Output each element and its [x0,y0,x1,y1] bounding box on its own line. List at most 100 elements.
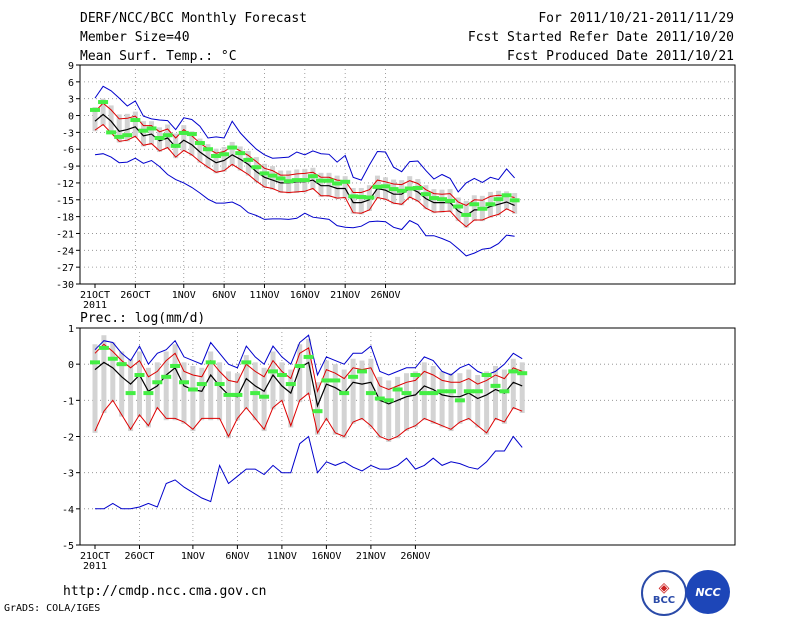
x-tick-label: 11NOV [249,290,279,301]
spread-bar [197,138,203,163]
spread-bar [332,364,338,435]
x-tick-label: 6NOV [212,290,236,301]
x-tick-label: 1NOV [181,551,205,562]
spread-bar [334,175,340,200]
ncc-logo-text: NCC [695,585,721,599]
bcc-logo-text: BCC [652,594,676,606]
spread-bar [404,373,409,432]
y-tick-label: -6 [62,145,74,156]
spread-bar [326,172,332,197]
y-tick-label: -9 [62,162,74,173]
y-tick-label: -18 [56,213,74,224]
spread-bar [377,376,383,439]
forecast-produced-date: Fcst Produced Date 2011/10/21 [507,49,734,64]
bcc-logo: ◈ BCC [641,570,687,616]
y-tick-label: 0 [68,112,74,123]
envelope-line [94,102,515,206]
spread-bar [279,362,285,403]
spread-bar [100,98,106,126]
y-tick-label: -24 [56,246,74,257]
spread-bar [318,172,324,197]
y-tick-label: -27 [56,263,74,274]
ncc-logo: NCC [686,570,730,614]
envelope-line [94,343,523,394]
x-year-label: 2011 [83,561,107,572]
y-tick-label: -3 [62,469,74,480]
y-tick-label: 6 [68,78,74,89]
y-tick-label: -30 [56,280,74,291]
temp-panel-title: Mean Surf. Temp.: °C [80,49,237,64]
spread-bar [226,371,231,439]
spread-bar [350,358,356,424]
precip-panel-title: Prec.: log(mm/d) [80,311,206,326]
spread-bar [217,362,223,421]
spread-bar [448,373,454,432]
source-url[interactable]: http://cmdp.ncc.cma.gov.cn [63,584,267,599]
x-tick-label: 6NOV [225,551,249,562]
panel-temperature: 9 6 3 0 -3 -6 -9 -12 -15 -18 -21 -24 -27 -30 21OCT 26OC… [56,61,736,311]
spread-bar [229,141,235,166]
spread-bar [315,382,320,435]
y-tick-label: -1 [62,396,74,407]
spread-bar [278,170,284,194]
spread-bar [181,362,187,424]
spread-bar [172,344,178,421]
spread-bar [455,197,461,222]
y-tick-label: -4 [62,505,74,516]
spread-bar [496,190,501,216]
spread-bar [504,191,510,210]
spread-bar [243,355,249,410]
spread-bar [116,114,122,143]
envelope-line [94,392,523,441]
y-tick-label: -5 [62,541,74,552]
spread-bar [386,380,392,442]
spread-bar [306,338,312,395]
spread-bar [245,150,251,176]
extreme-line [94,334,523,377]
envelope-line [94,123,515,228]
x-tick-label: 1NOV [172,290,196,301]
y-tick-label: -12 [56,179,74,190]
grads-credit: GrADS: COLA/IGES [4,603,101,614]
x-tick-label: 26OCT [120,290,150,301]
spread-bar [383,177,389,201]
spread-bar [213,148,219,174]
x-tick-label: 11NOV [267,551,297,562]
spread-bar [205,144,211,169]
spread-bar [350,187,356,214]
spread-bar [199,367,205,421]
x-tick-label: 26NOV [370,290,400,301]
spread-bar [261,367,267,432]
extreme-line [94,85,515,193]
spread-bar [132,111,138,138]
spread-bar [297,344,303,403]
x-tick-label: 16NOV [311,551,341,562]
spread-bar [341,369,347,439]
data-layer [90,334,528,510]
forecast-start-date: Fcst Started Refer Date 2011/10/20 [467,30,734,45]
spread-bar [415,178,421,203]
spread-bar [423,185,429,210]
x-tick-label: 21OCT [80,290,110,301]
spread-bar [237,146,243,171]
spread-bar [484,371,490,435]
spread-bar [342,176,348,199]
spread-bar [512,193,518,214]
spread-bar [108,105,114,135]
spread-bar [124,113,130,142]
spread-bar [439,371,445,428]
spread-bar [471,195,477,222]
y-tick-label: -3 [62,128,74,139]
spread-bar [145,367,151,428]
y-tick-label: 1 [68,324,74,335]
spread-bar [101,335,107,413]
forecast-period: For 2011/10/21-2011/11/29 [538,11,734,26]
spread-bar [466,369,472,421]
y-tick-label: 0 [68,360,74,371]
spread-bar [163,351,169,421]
spread-bar [431,189,437,214]
spread-bar [359,360,365,421]
member-size-label: Member Size=40 [80,30,190,45]
spread-bar [310,167,316,190]
spread-bar [391,179,397,205]
